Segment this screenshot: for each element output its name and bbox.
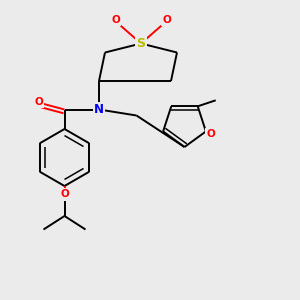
- Text: N: N: [94, 103, 104, 116]
- Text: O: O: [111, 15, 120, 25]
- Text: O: O: [60, 189, 69, 200]
- Text: S: S: [136, 37, 146, 50]
- Text: O: O: [206, 130, 215, 140]
- Text: O: O: [34, 97, 43, 107]
- Text: O: O: [162, 15, 171, 25]
